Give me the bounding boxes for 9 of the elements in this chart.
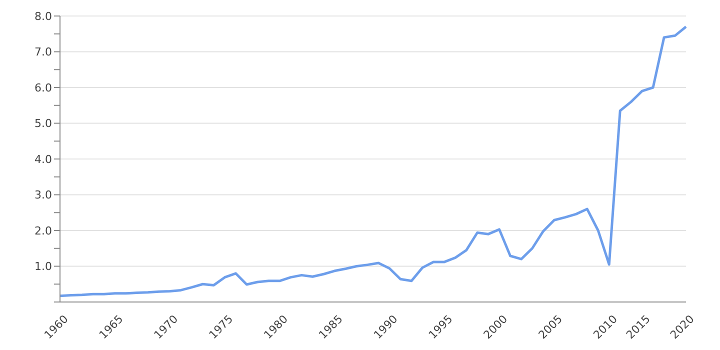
y-tick-label: 4.0	[34, 152, 52, 166]
y-tick-label: 7.0	[34, 46, 52, 59]
y-tick-label: 1.0	[34, 260, 52, 274]
y-tick-label: 3.0	[34, 188, 52, 202]
y-tick-label: 2.0	[34, 224, 52, 238]
y-tick-label: 6.0	[34, 81, 52, 94]
line-series	[58, 25, 688, 298]
y-tick-label: 5.0	[34, 117, 52, 130]
y-tick-label: 8.0	[34, 10, 52, 23]
